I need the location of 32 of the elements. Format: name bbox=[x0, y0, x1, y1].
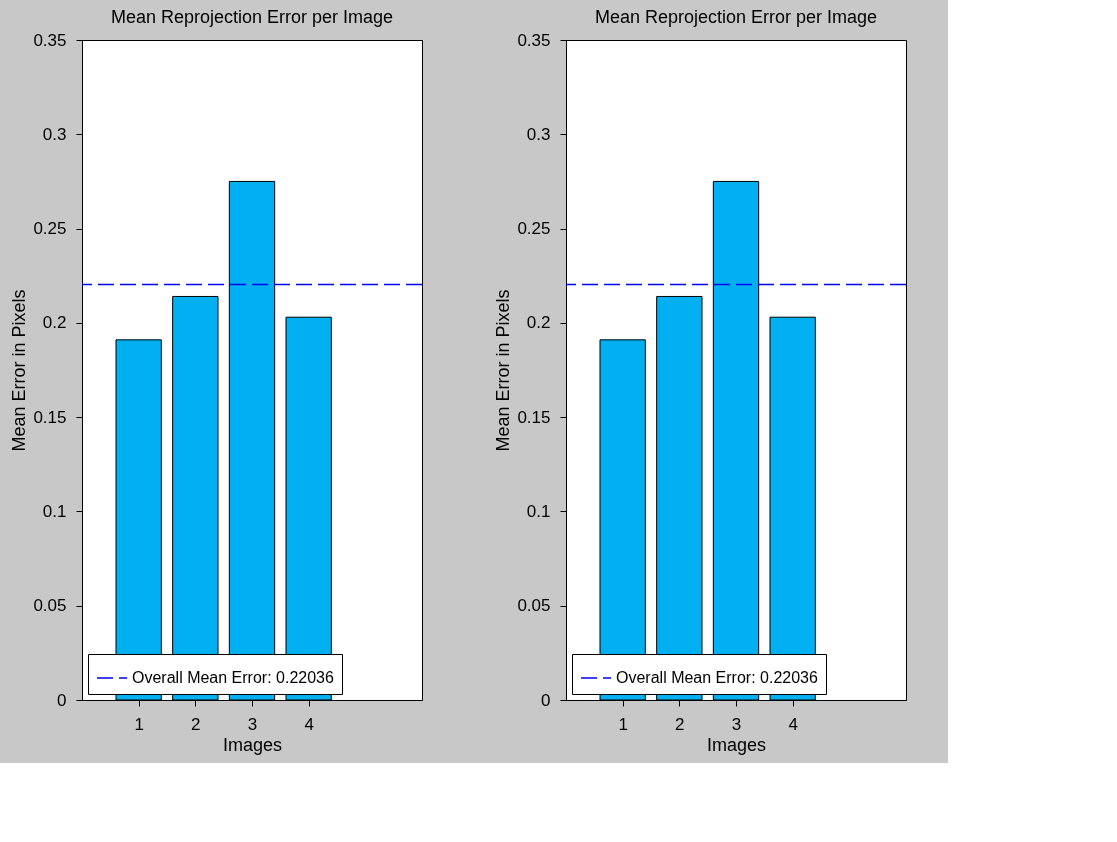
y-tick-label: 0.35 bbox=[33, 30, 67, 50]
y-tick-label: 0.35 bbox=[517, 30, 551, 50]
x-axis-title: Images bbox=[706, 734, 767, 755]
chart-title: Mean Reprojection Error per Image bbox=[594, 7, 878, 27]
chart-title: Mean Reprojection Error per Image bbox=[110, 7, 394, 27]
y-tick-label: 0.1 bbox=[526, 501, 551, 521]
y-tick-label: 0.15 bbox=[517, 407, 551, 427]
y-tick-label: 0.3 bbox=[526, 124, 551, 144]
x-tick-label: 4 bbox=[304, 714, 314, 734]
y-tick-label: 0 bbox=[57, 690, 67, 710]
x-axis-title: Images bbox=[222, 734, 283, 755]
x-tick-label: 2 bbox=[191, 714, 201, 734]
legend-label: Overall Mean Error: 0.22036 bbox=[132, 669, 334, 686]
y-axis-title: Mean Error in Pixels bbox=[9, 289, 30, 452]
x-tick-label: 1 bbox=[618, 714, 628, 734]
y-tick-label: 0.3 bbox=[42, 124, 67, 144]
x-tick-label: 3 bbox=[731, 714, 742, 734]
y-tick-label: 0.15 bbox=[33, 407, 67, 427]
x-tick-label: 1 bbox=[134, 714, 144, 734]
y-tick-label: 0.25 bbox=[517, 219, 551, 239]
y-tick-label: 0.25 bbox=[33, 219, 67, 239]
x-tick-label: 4 bbox=[788, 714, 798, 734]
y-tick-label: 0.2 bbox=[42, 313, 67, 333]
legend-label: Overall Mean Error: 0.22036 bbox=[616, 669, 818, 686]
x-tick-label: 2 bbox=[675, 714, 685, 734]
y-tick-label: 0.05 bbox=[517, 596, 551, 616]
y-tick-label: 0.1 bbox=[42, 501, 67, 521]
y-tick-label: 0.2 bbox=[526, 313, 551, 333]
y-axis-title: Mean Error in Pixels bbox=[493, 289, 514, 452]
y-tick-label: 0.05 bbox=[33, 596, 67, 616]
y-tick-label: 0 bbox=[541, 690, 551, 710]
x-tick-label: 3 bbox=[247, 714, 258, 734]
